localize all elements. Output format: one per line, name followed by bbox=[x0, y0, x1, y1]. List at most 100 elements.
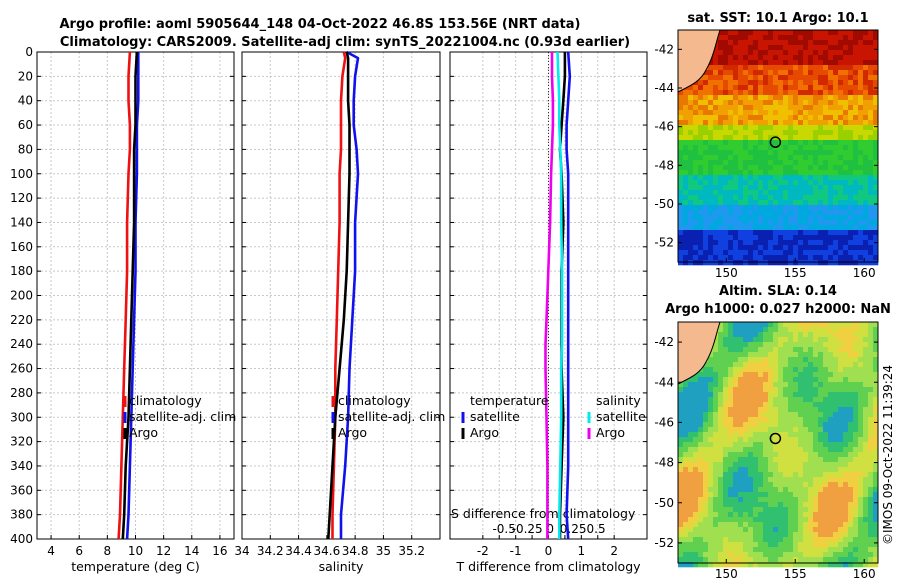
map-cell bbox=[768, 125, 774, 131]
map-cell bbox=[868, 327, 874, 333]
map-cell bbox=[808, 482, 814, 488]
map-cell bbox=[693, 497, 699, 503]
map-cell bbox=[758, 472, 764, 478]
map-cell bbox=[873, 180, 879, 186]
map-cell bbox=[818, 145, 824, 151]
map-cell bbox=[738, 507, 744, 513]
map-cell bbox=[728, 110, 734, 116]
map-cell bbox=[728, 497, 734, 503]
x-tick-label: -2 bbox=[477, 544, 489, 558]
map-cell bbox=[733, 537, 739, 543]
map-cell bbox=[703, 235, 709, 241]
map-cell bbox=[788, 357, 794, 363]
map-cell bbox=[843, 245, 849, 251]
map-cell bbox=[793, 407, 799, 413]
map-cell bbox=[843, 35, 849, 41]
map-cell bbox=[723, 452, 729, 458]
map-cell bbox=[698, 130, 704, 136]
map-cell bbox=[713, 80, 719, 86]
map-cell bbox=[778, 367, 784, 373]
map-cell bbox=[778, 170, 784, 176]
map-cell bbox=[858, 417, 864, 423]
map-cell bbox=[798, 457, 804, 463]
map-cell bbox=[698, 95, 704, 101]
map-cell bbox=[813, 467, 819, 473]
map-cell bbox=[843, 537, 849, 543]
map-cell bbox=[698, 255, 704, 261]
map-cell bbox=[873, 215, 879, 221]
map-cell bbox=[748, 250, 754, 256]
map-cell bbox=[778, 477, 784, 483]
map-cell bbox=[758, 452, 764, 458]
map-cell bbox=[778, 462, 784, 468]
map-cell bbox=[698, 185, 704, 191]
map-cell bbox=[833, 327, 839, 333]
map-cell bbox=[783, 230, 789, 236]
map-cell bbox=[833, 245, 839, 251]
map-cell bbox=[738, 180, 744, 186]
map-cell bbox=[693, 90, 699, 96]
map-cell bbox=[828, 357, 834, 363]
map-cell bbox=[723, 517, 729, 523]
y-tick-label: 100 bbox=[10, 167, 33, 181]
map-cell bbox=[763, 397, 769, 403]
map-cell bbox=[813, 557, 819, 563]
map-cell bbox=[873, 462, 879, 468]
map-cell bbox=[828, 85, 834, 91]
map-cell bbox=[753, 502, 759, 508]
map-cell bbox=[718, 502, 724, 508]
map-cell bbox=[738, 357, 744, 363]
map-cell bbox=[858, 240, 864, 246]
map-cell bbox=[813, 492, 819, 498]
map-cell bbox=[698, 477, 704, 483]
map-cell bbox=[683, 250, 689, 256]
map-cell bbox=[813, 367, 819, 373]
map-cell bbox=[698, 522, 704, 528]
map-cell bbox=[738, 115, 744, 121]
map-cell bbox=[843, 357, 849, 363]
map-cell bbox=[753, 35, 759, 41]
map-cell bbox=[718, 150, 724, 156]
map-cell bbox=[843, 75, 849, 81]
map-cell bbox=[808, 260, 814, 266]
map-cell bbox=[708, 517, 714, 523]
map-cell bbox=[803, 372, 809, 378]
map-cell bbox=[853, 502, 859, 508]
map-cell bbox=[778, 260, 784, 266]
map-cell bbox=[743, 502, 749, 508]
map-cell bbox=[863, 427, 869, 433]
map-cell bbox=[853, 230, 859, 236]
map-cell bbox=[768, 467, 774, 473]
map-cell bbox=[798, 35, 804, 41]
map-cell bbox=[773, 185, 779, 191]
map-cell bbox=[848, 407, 854, 413]
map-cell bbox=[808, 467, 814, 473]
map-cell bbox=[853, 260, 859, 266]
map-cell bbox=[793, 332, 799, 338]
map-cell bbox=[808, 437, 814, 443]
map-cell bbox=[813, 95, 819, 101]
map-cell bbox=[723, 502, 729, 508]
map-cell bbox=[873, 135, 879, 141]
sst-map-title: sat. SST: 10.1 Argo: 10.1 bbox=[687, 11, 868, 26]
map-cell bbox=[783, 110, 789, 116]
temperature-legend: climatology satellite-adj. clim Argo bbox=[123, 393, 236, 440]
map-cell bbox=[813, 537, 819, 543]
map-cell bbox=[808, 220, 814, 226]
map-cell bbox=[843, 170, 849, 176]
map-cell bbox=[708, 185, 714, 191]
map-cell bbox=[833, 240, 839, 246]
map-cell bbox=[838, 30, 844, 36]
map-cell bbox=[708, 497, 714, 503]
map-cell bbox=[703, 130, 709, 136]
map-cell bbox=[758, 195, 764, 201]
map-cell bbox=[703, 412, 709, 418]
map-cell bbox=[798, 50, 804, 56]
top-tick-label: 0 bbox=[546, 522, 554, 536]
map-cell bbox=[828, 70, 834, 76]
map-cell bbox=[793, 502, 799, 508]
map-cell bbox=[728, 115, 734, 121]
map-cell bbox=[773, 502, 779, 508]
map-cell bbox=[793, 65, 799, 71]
top-tick-label: 0.25 bbox=[560, 522, 587, 536]
